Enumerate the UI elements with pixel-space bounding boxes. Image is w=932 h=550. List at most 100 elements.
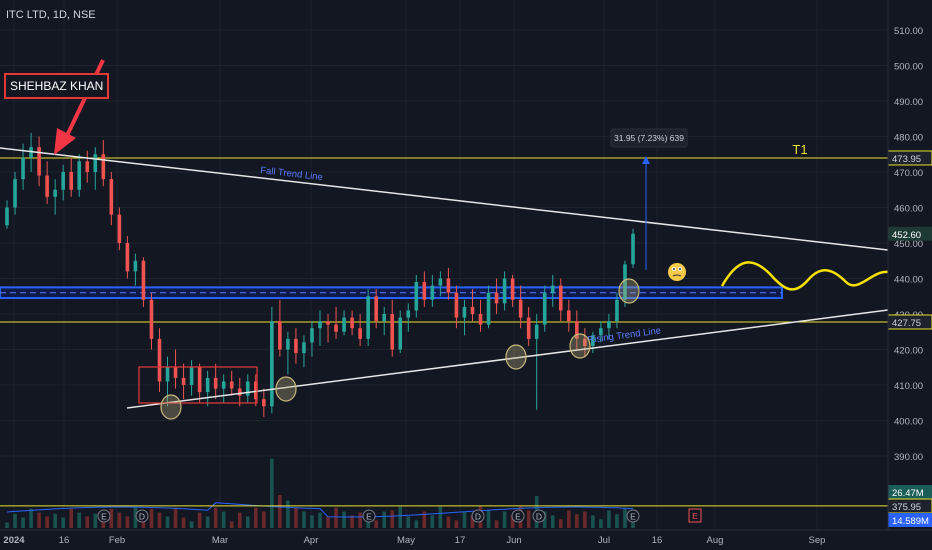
volume-bar — [438, 506, 443, 528]
price-tick-label: 390.00 — [894, 452, 923, 463]
volume-bar — [374, 520, 378, 528]
target-price-label: 473.95 — [892, 154, 921, 165]
volume-bar — [486, 510, 491, 528]
volume-bar — [294, 507, 298, 528]
candle-body — [37, 147, 41, 176]
price-tick-label: 410.00 — [894, 381, 923, 392]
event-marker-label: D — [536, 512, 542, 522]
projection-squiggle — [720, 261, 889, 291]
event-marker-label: E — [630, 512, 636, 522]
consolidation-box — [138, 366, 258, 404]
candle-body — [69, 172, 74, 190]
candle-body — [398, 317, 403, 350]
support-price-label-bg — [888, 314, 932, 329]
candle-body — [510, 278, 515, 300]
time-tick-label: May — [397, 535, 415, 546]
candle-body — [77, 161, 82, 190]
volume-bar — [133, 507, 138, 528]
volume-bar — [205, 516, 210, 528]
volume-bar — [221, 511, 226, 528]
candle-body — [45, 175, 49, 197]
candle-body — [526, 317, 531, 339]
candle-body — [478, 314, 483, 325]
price-tick-label: 450.00 — [894, 239, 923, 250]
volume-bar — [77, 512, 82, 528]
volume-bar — [318, 512, 322, 528]
candle-body — [446, 278, 451, 293]
candle-body — [534, 324, 539, 339]
candle-body — [197, 367, 202, 393]
volume-bar — [599, 519, 603, 528]
candle-body — [454, 292, 459, 318]
volume-bar — [253, 507, 258, 528]
volume-bar — [262, 511, 266, 528]
volume-bar — [422, 511, 427, 528]
volume-bar — [583, 511, 587, 528]
volume-bar — [93, 513, 98, 528]
volume-bar — [550, 515, 555, 528]
thinking-face-icon — [668, 263, 686, 281]
volume-bar — [37, 512, 41, 528]
volume-bar — [245, 516, 250, 528]
candle-body — [414, 282, 419, 311]
event-marker-label: D — [475, 512, 481, 522]
event-marker — [97, 509, 111, 523]
touch-point-circle — [569, 333, 591, 359]
rising-trend-label: Rising Trend Line — [587, 325, 662, 346]
volume-bar — [398, 506, 403, 528]
volume-bar — [342, 511, 346, 528]
measure-box — [610, 128, 688, 148]
event-marker — [471, 509, 485, 523]
volume-bar — [29, 508, 33, 528]
volume-bar — [117, 512, 122, 528]
volume-bar — [157, 512, 162, 528]
author-watermark: SHEHBAZ KHAN — [4, 73, 110, 99]
candle-body — [141, 260, 146, 300]
price-tick-label: 420.00 — [894, 346, 923, 357]
volume-bar — [286, 500, 290, 528]
lower-price-label: 375.95 — [892, 502, 921, 513]
candle-body — [165, 367, 170, 382]
volume-bar — [526, 510, 531, 528]
candle-body — [13, 179, 17, 208]
candle-body — [358, 328, 362, 339]
candle-body — [542, 292, 547, 325]
volume-bar — [462, 511, 467, 528]
price-tick-label: 510.00 — [894, 26, 923, 37]
time-tick-label: Feb — [109, 535, 125, 546]
candle-body — [133, 260, 138, 272]
candle-body — [518, 299, 523, 318]
candle-body — [502, 278, 507, 304]
volume-bar — [302, 511, 306, 528]
time-axis: 2024 16 Feb Mar Apr May 17 Jun Jul 16 Aug Sep — [3, 535, 825, 546]
candle-body — [615, 299, 619, 322]
candle-body — [205, 377, 210, 393]
candle-body — [350, 317, 354, 329]
touch-point-circle — [160, 394, 182, 420]
price-tick-label: 460.00 — [894, 204, 923, 215]
event-marker — [626, 509, 640, 523]
current-price-label: 452.60 — [892, 230, 921, 241]
candle-body — [21, 157, 25, 180]
event-marker — [135, 509, 149, 523]
time-tick-label: 17 — [455, 535, 466, 546]
candle-body — [61, 172, 65, 190]
candle-body — [173, 367, 178, 378]
candle-body — [93, 154, 98, 172]
volume-bar — [350, 515, 354, 528]
event-marker-label: E — [515, 512, 521, 522]
candle-body — [558, 285, 563, 311]
candle-body — [390, 314, 395, 350]
rising-trend-line — [126, 309, 889, 409]
volume-average-line — [6, 502, 634, 518]
current-price-label-bg — [888, 226, 932, 241]
volume-bar — [21, 517, 25, 528]
candle-body — [607, 321, 611, 329]
price-tick-label: 480.00 — [894, 133, 923, 144]
volume-bar — [13, 513, 17, 528]
volume-bar — [430, 515, 435, 528]
volume-bar — [181, 517, 186, 528]
